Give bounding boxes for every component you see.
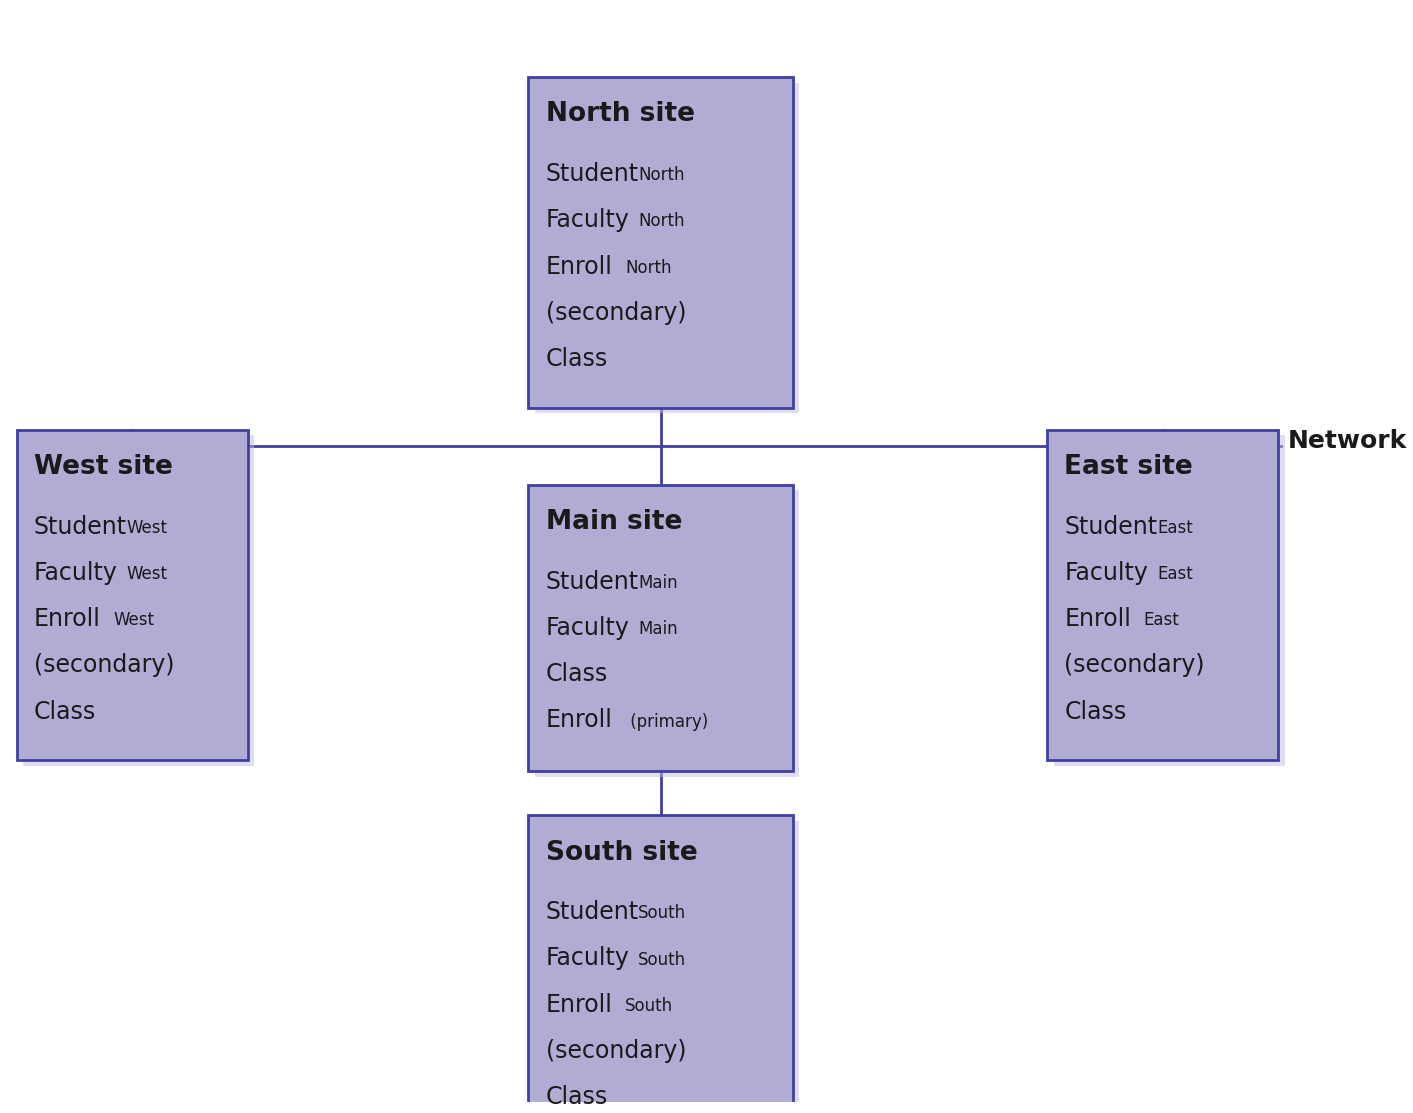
- Text: (secondary): (secondary): [545, 301, 687, 325]
- FancyBboxPatch shape: [536, 821, 800, 1113]
- Text: Student: Student: [545, 162, 639, 186]
- Text: Class: Class: [1064, 700, 1126, 723]
- Text: Enroll: Enroll: [1064, 607, 1130, 631]
- Text: East site: East site: [1064, 454, 1193, 480]
- Text: Class: Class: [34, 700, 96, 723]
- Text: North: North: [625, 258, 671, 277]
- Text: South: South: [639, 951, 687, 968]
- FancyBboxPatch shape: [1047, 430, 1279, 760]
- Text: Enroll: Enroll: [545, 709, 612, 732]
- FancyBboxPatch shape: [23, 435, 254, 766]
- FancyBboxPatch shape: [1054, 435, 1284, 766]
- Text: West site: West site: [34, 454, 172, 480]
- Text: (primary): (primary): [625, 712, 708, 730]
- Text: Faculty: Faculty: [545, 615, 630, 640]
- Text: Faculty: Faculty: [545, 946, 630, 971]
- Text: Network: Network: [1289, 429, 1407, 453]
- Text: Student: Student: [545, 570, 639, 593]
- FancyBboxPatch shape: [528, 485, 793, 771]
- Text: North: North: [639, 166, 685, 184]
- Text: East: East: [1157, 519, 1193, 536]
- Text: East: East: [1143, 611, 1180, 629]
- Text: (secondary): (secondary): [545, 1040, 687, 1063]
- Text: Main: Main: [639, 620, 678, 638]
- Text: East: East: [1157, 565, 1193, 583]
- Text: Faculty: Faculty: [34, 561, 117, 584]
- Text: Main: Main: [639, 574, 678, 592]
- Text: Enroll: Enroll: [545, 255, 612, 278]
- Text: West: West: [126, 565, 167, 583]
- Text: Class: Class: [545, 347, 608, 371]
- FancyBboxPatch shape: [536, 491, 800, 777]
- FancyBboxPatch shape: [17, 430, 247, 760]
- Text: (secondary): (secondary): [1064, 653, 1205, 678]
- Text: West: West: [126, 519, 167, 536]
- Text: South site: South site: [545, 839, 698, 866]
- Text: Main site: Main site: [545, 509, 682, 535]
- FancyBboxPatch shape: [528, 77, 793, 407]
- Text: Student: Student: [34, 514, 127, 539]
- Text: Faculty: Faculty: [1064, 561, 1147, 584]
- Text: Faculty: Faculty: [545, 208, 630, 233]
- FancyBboxPatch shape: [528, 816, 793, 1113]
- Text: Enroll: Enroll: [545, 993, 612, 1017]
- Text: (secondary): (secondary): [34, 653, 174, 678]
- Text: South: South: [625, 997, 673, 1015]
- Text: Student: Student: [1064, 514, 1157, 539]
- FancyBboxPatch shape: [536, 82, 800, 413]
- Text: Class: Class: [545, 662, 608, 687]
- Text: North: North: [639, 213, 685, 230]
- Text: Student: Student: [545, 900, 639, 924]
- Text: Class: Class: [545, 1085, 608, 1110]
- Text: North site: North site: [545, 101, 695, 127]
- Text: West: West: [113, 611, 154, 629]
- Text: Enroll: Enroll: [34, 607, 100, 631]
- Text: South: South: [639, 905, 687, 923]
